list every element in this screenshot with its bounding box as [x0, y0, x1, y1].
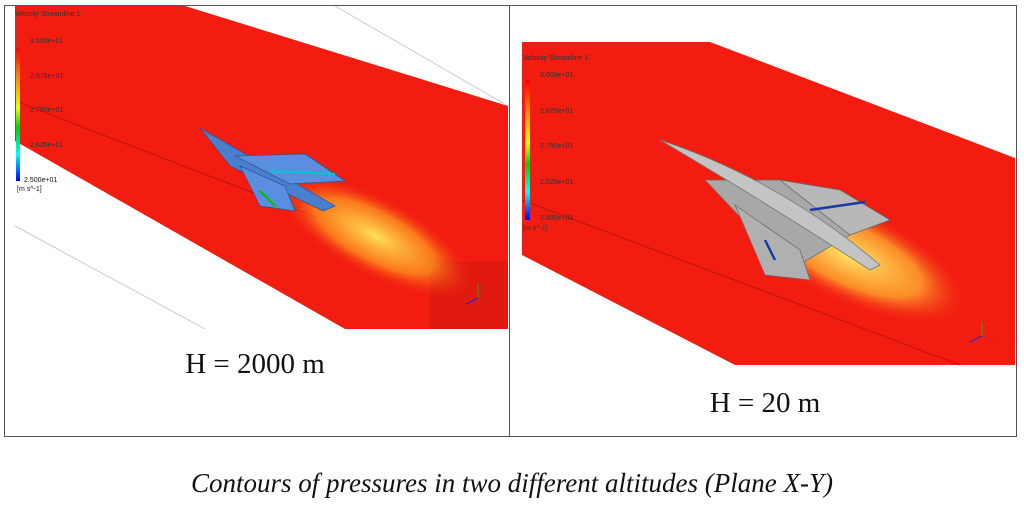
- figure-caption: Contours of pressures in two different a…: [191, 468, 833, 498]
- axis-triad-icon: [969, 322, 995, 343]
- figure-frame: [4, 5, 1017, 437]
- aircraft: [659, 139, 891, 281]
- domain-edge: [14, 225, 206, 329]
- legend-unit: [m s^-1]: [523, 225, 548, 232]
- panel-divider: [509, 5, 510, 437]
- panel-caption: H = 20 m: [709, 387, 821, 419]
- aircraft: [199, 127, 347, 212]
- legend-title: Velocity Streamline 1: [523, 55, 588, 62]
- panel-caption: H = 2000 m: [185, 348, 325, 380]
- legend-tick: 3.000e+01: [30, 38, 63, 45]
- legend-tick: 2.500e+01: [24, 177, 57, 184]
- legend-unit: [m s^-1]: [17, 186, 42, 193]
- colorbar: [525, 80, 530, 220]
- contour-plot-left: Velocity Streamline 1 3.000e+01 2.875e+0…: [14, 6, 508, 329]
- legend-title: Velocity Streamline 1: [15, 11, 80, 18]
- legend-tick: 3.000e+01: [540, 72, 573, 79]
- legend-tick: 2.875e+01: [30, 73, 63, 80]
- legend-tick: 2.750e+01: [540, 143, 573, 150]
- axis-triad-icon: [465, 284, 491, 305]
- contour-plot-right: Velocity Streamline 1 3.000e+01 2.875e+0…: [521, 42, 1015, 366]
- legend-tick: 2.625e+01: [30, 142, 63, 149]
- legend-tick: 2.625e+01: [540, 179, 573, 186]
- legend-tick: 2.500e+01: [540, 215, 573, 222]
- colorbar: [16, 48, 20, 181]
- domain-edge: [334, 6, 508, 107]
- legend-tick: 2.875e+01: [540, 108, 573, 115]
- legend-tick: 2.750e+01: [30, 107, 63, 114]
